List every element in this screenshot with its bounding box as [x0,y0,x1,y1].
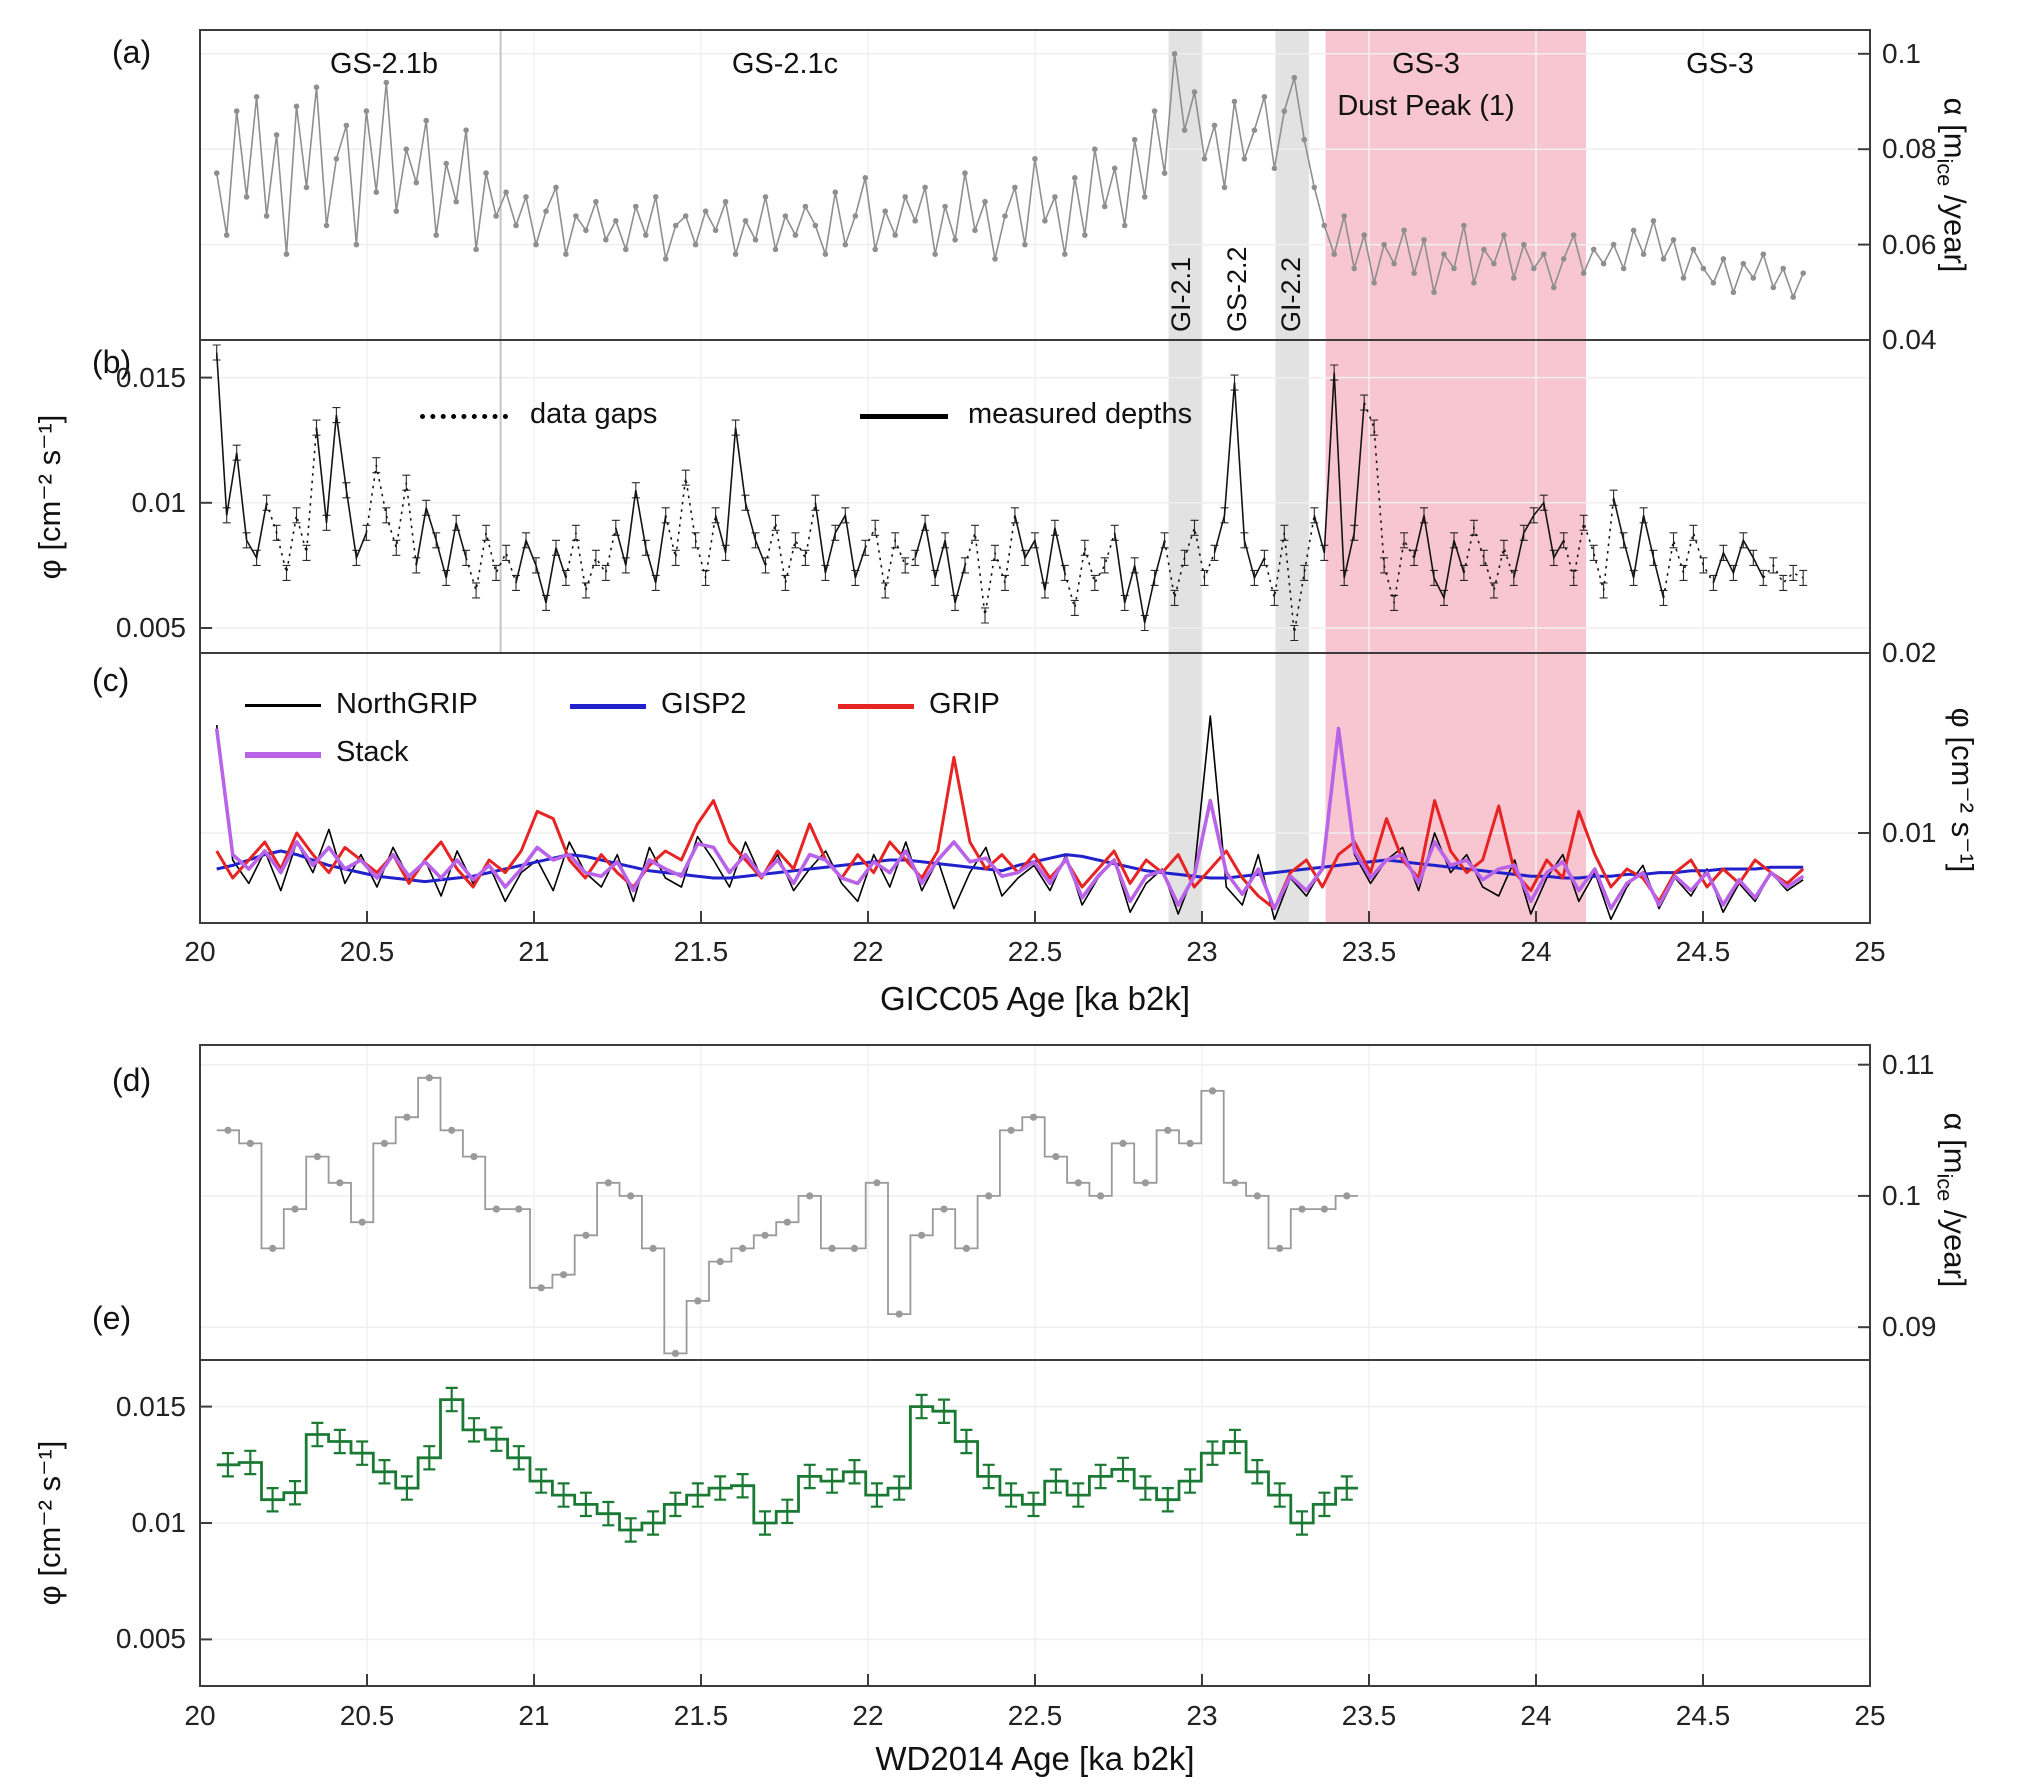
panel-a-y-tick-label: 0.06 [1882,228,1937,260]
panel-a-y-axis-label: α [mice /year] [1931,98,1972,273]
panel-letter-b: (b) [92,344,132,380]
legend-label-measured-depths: measured depths [968,398,1193,430]
gicc05-x-tick-label: 21.5 [673,936,729,967]
wd2014-x-tick-label: 24 [1520,1700,1552,1731]
legend-label-data-gaps: data gaps [530,398,658,430]
alpha-label-suffix: /year] [1937,186,1973,273]
rotated-label-gi22: GI-2.2 [1276,256,1306,332]
panel-letter-a: (a) [112,34,152,70]
legend-sample-stack [245,752,321,758]
panel-c-y-tick-label: 0.01 [1882,817,1937,848]
gicc05-x-tick-label: 22 [852,936,884,967]
panel-d-y-axis-label: α [mice /year] [1931,1113,1972,1288]
legend-sample-grip [838,704,914,709]
panel-e-y-tick-label: 0.005 [115,1623,186,1655]
gicc05-x-tick-label: 24 [1520,936,1552,967]
rotated-label-gs22: GS-2.2 [1222,246,1252,332]
legend-label-gisp2: GISP2 [661,688,747,720]
panel-d-y-tick-label: 0.1 [1882,1179,1921,1211]
gicc05-x-tick-label: 25 [1854,936,1886,967]
wd2014-x-tick-label: 23.5 [1341,1700,1397,1731]
panel-a-y-tick-label: 0.08 [1882,133,1937,165]
panel-letter-d: (d) [112,1062,152,1098]
dust-peak-label: Dust Peak (1) [1337,90,1515,122]
panel-e-y-tick-label: 0.01 [131,1507,187,1538]
panel-a-y-tick-label: 0.1 [1882,37,1921,69]
wd2014-x-tick-label: 22 [852,1700,884,1731]
panel-letter-c: (c) [92,662,130,698]
gicc05-x-tick-label: 22.5 [1007,936,1063,967]
panel-b-y-tick-label: 0.01 [131,486,187,518]
rotated-label-gi21: GI-2.1 [1166,256,1196,332]
legend-sample-northgrip [245,704,321,707]
stadial-label-gs3-left: GS-3 [1392,48,1460,80]
panel-c-y-axis-label: φ [cm⁻² s⁻¹] [1945,707,1980,873]
legend-sample-measured-depths [860,414,948,419]
legend-sample-data-gaps [420,414,508,419]
wd2014-x-tick-label: 20.5 [339,1700,395,1731]
gicc05-x-tick-label: 21 [518,936,550,967]
stadial-label-gs3-right: GS-3 [1686,48,1754,80]
legend-label-grip: GRIP [929,688,1000,720]
panel-b-y-axis-label: φ [cm⁻² s⁻¹] [32,414,67,580]
legend-label-northgrip: NorthGRIP [336,688,478,720]
x-axis-label-wd2014: WD2014 Age [ka b2k] [875,1740,1195,1777]
stadial-label-gs21b: GS-2.1b [330,48,438,80]
gicc05-x-tick-label: 23.5 [1341,936,1397,967]
wd2014-x-tick-label: 21.5 [673,1700,729,1731]
x-axis-label-gicc05: GICC05 Age [ka b2k] [879,980,1191,1017]
panel-letter-e: (e) [92,1300,132,1336]
gicc05-x-tick-label: 24.5 [1675,936,1731,967]
wd2014-x-tick-label: 24.5 [1675,1700,1731,1731]
panel-c-y-tick-label: 0.02 [1882,637,1937,668]
gicc05-x-tick-label: 20 [184,936,216,967]
alpha-label-suffix: /year] [1937,1201,1973,1288]
legend-label-stack: Stack [336,736,409,768]
alpha-label-prefix: α [m [1937,1112,1973,1174]
stadial-label-gs21c: GS-2.1c [731,48,839,80]
panel-b-y-tick-label: 0.015 [115,361,186,393]
panel-e-y-axis-label: φ [cm⁻² s⁻¹] [32,1440,67,1606]
wd2014-x-tick-label: 25 [1854,1700,1886,1731]
wd2014-x-tick-label: 21 [518,1700,550,1731]
wd2014-x-tick-label: 23 [1186,1700,1218,1731]
legend-sample-gisp2 [570,704,646,709]
panel-b-y-tick-label: 0.005 [115,611,186,643]
alpha-label-prefix: α [m [1937,97,1973,159]
panel-e-y-tick-label: 0.015 [115,1390,186,1422]
wd2014-x-tick-label: 22.5 [1007,1700,1063,1731]
wd2014-x-tick-label: 20 [184,1700,216,1731]
alpha-label-sub: ice [1932,1173,1958,1202]
panel-a-y-tick-label: 0.04 [1882,324,1937,355]
panel-d-y-tick-label: 0.09 [1882,1311,1937,1343]
panel-d-y-tick-label: 0.11 [1882,1048,1935,1080]
gicc05-x-tick-label: 23 [1186,936,1218,967]
gicc05-x-tick-label: 20.5 [339,936,395,967]
